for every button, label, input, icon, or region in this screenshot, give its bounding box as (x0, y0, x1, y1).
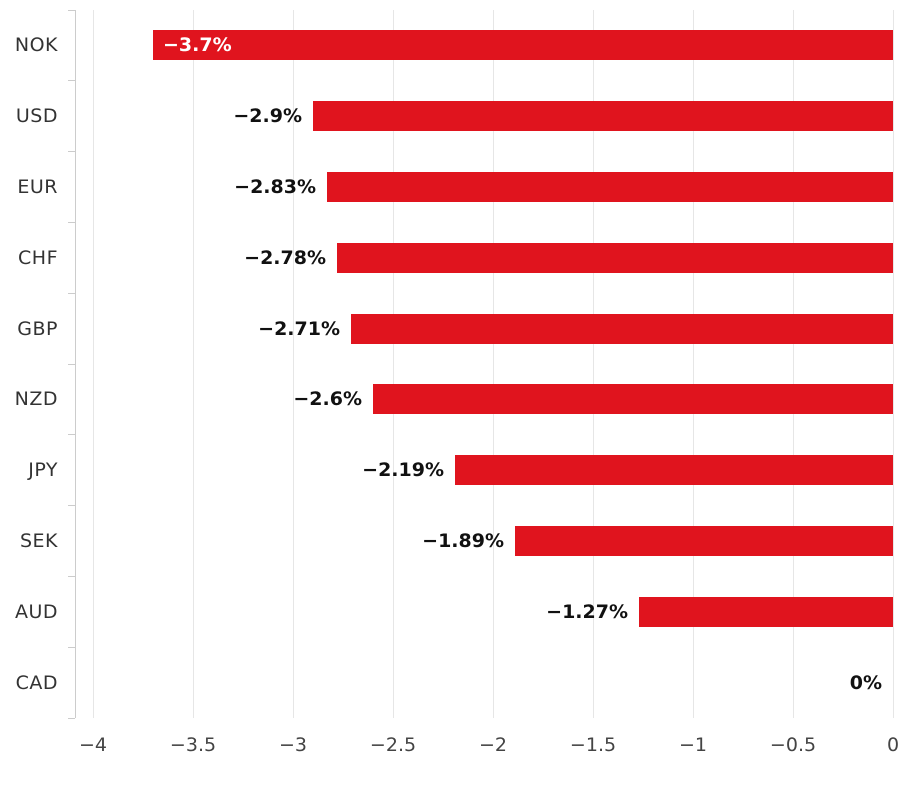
x-tick-label: −0.5 (769, 734, 817, 756)
x-tick-label: 0 (886, 734, 900, 756)
bar-row: −2.6% (93, 364, 893, 435)
category-label-usd: USD (15, 105, 58, 128)
category-tick (68, 505, 75, 507)
bar-row: −2.71% (93, 293, 893, 364)
bar-value-label: −1.89% (422, 529, 504, 552)
category-label-sek: SEK (19, 529, 58, 552)
x-tick-label: −1 (678, 734, 708, 756)
y-axis-labels: NOK USD EUR CHF GBP NZD JPY SEK AUD CAD (0, 10, 58, 718)
bar-row: −1.27% (93, 576, 893, 647)
bar-value-label: −3.7% (163, 34, 232, 57)
bar-rows: −3.7% −2.9% −2.83% −2.78% −2.71% −2.6% −2.19% −… (93, 10, 893, 718)
category-label-chf: CHF (18, 246, 58, 269)
bar-value-label: 0% (849, 671, 882, 694)
bar-row: −2.78% (93, 222, 893, 293)
bar-value-label: −2.19% (362, 459, 444, 482)
category-label-jpy: JPY (28, 459, 58, 482)
bar-chf[interactable] (337, 242, 893, 273)
gridline (192, 10, 194, 718)
category-tick (68, 717, 75, 719)
gridline (592, 10, 594, 718)
category-tick (68, 9, 75, 11)
gridline (92, 10, 94, 718)
category-tick (68, 151, 75, 153)
bar-row: −3.7% (93, 10, 893, 81)
bar-eur[interactable] (327, 171, 893, 202)
bar-jpy[interactable] (455, 455, 893, 486)
category-tick (68, 292, 75, 294)
category-tick (68, 575, 75, 577)
bar-value-label: −2.9% (233, 105, 302, 128)
category-tick (68, 646, 75, 648)
bar-row: 0% (93, 647, 893, 718)
bar-gbp[interactable] (351, 313, 893, 344)
category-label-nok: NOK (14, 34, 58, 57)
gridline (392, 10, 394, 718)
category-label-aud: AUD (14, 600, 58, 623)
x-tick-label: −1.5 (569, 734, 617, 756)
bar-usd[interactable] (313, 101, 893, 132)
bar-value-label: −2.71% (258, 317, 340, 340)
bar-row: −2.19% (93, 435, 893, 506)
plot-area: −3.7% −2.9% −2.83% −2.78% −2.71% −2.6% −2.19% −… (68, 9, 894, 719)
bar-row: −2.83% (93, 152, 893, 223)
category-label-cad: CAD (15, 671, 58, 694)
bar-sek[interactable] (515, 525, 893, 556)
bar-row: −2.9% (93, 81, 893, 152)
category-label-nzd: NZD (14, 388, 58, 411)
bar-value-label: −2.6% (293, 388, 362, 411)
category-label-gbp: GBP (17, 317, 58, 340)
bar-nok[interactable] (153, 30, 893, 61)
plot-scale: −3.7% −2.9% −2.83% −2.78% −2.71% −2.6% −2.19% −… (92, 10, 894, 718)
category-tick (68, 363, 75, 365)
bar-value-label: −2.83% (234, 175, 316, 198)
y-axis-line (75, 10, 76, 718)
category-tick (68, 221, 75, 223)
bar-aud[interactable] (639, 596, 893, 627)
gridline (692, 10, 694, 718)
bar-row: −1.89% (93, 506, 893, 577)
category-label-eur: EUR (17, 175, 58, 198)
x-tick-label: −3 (278, 734, 308, 756)
gridline (892, 10, 894, 718)
category-tick (68, 434, 75, 436)
gridline (292, 10, 294, 718)
gridline (492, 10, 494, 718)
bar-nzd[interactable] (373, 384, 893, 415)
x-tick-label: −3.5 (169, 734, 217, 756)
x-tick-label: −2.5 (369, 734, 417, 756)
x-axis-labels: −4 −3.5 −3 −2.5 −2 −1.5 −1 −0.5 0 (79, 734, 899, 764)
x-tick-label: −2 (478, 734, 508, 756)
bar-value-label: −2.78% (244, 246, 326, 269)
x-tick-label: −4 (78, 734, 108, 756)
category-tick (68, 80, 75, 82)
bar-value-label: −1.27% (546, 600, 628, 623)
gridline (792, 10, 794, 718)
